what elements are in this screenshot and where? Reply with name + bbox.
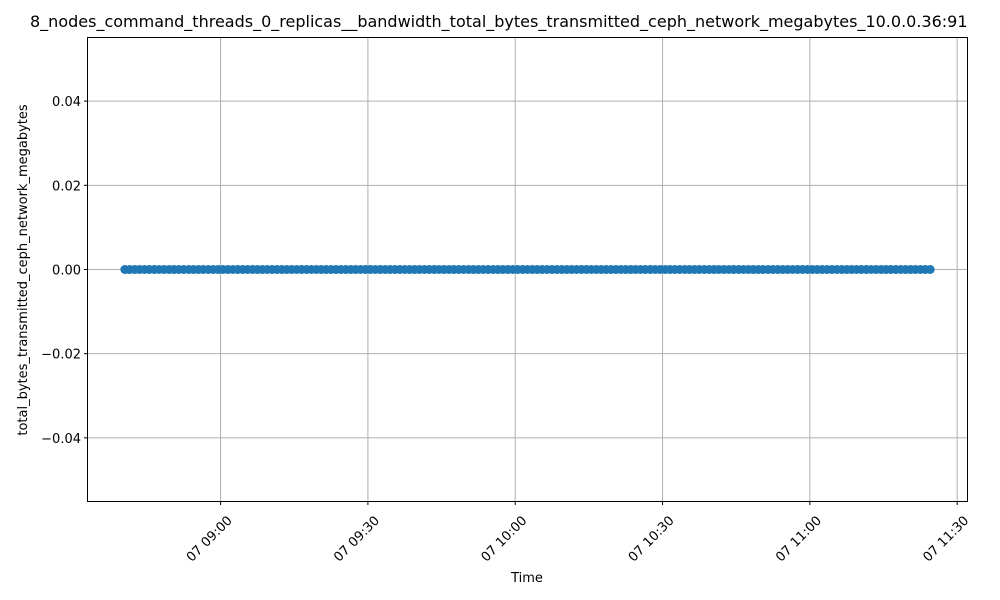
y-axis-label: total_bytes_transmitted_ceph_network_meg… [16,104,31,436]
y-tick-label: 0.00 [52,264,81,279]
chart-title: 8_nodes_command_threads_0_replicas__band… [30,12,968,32]
x-axis-ticks: 07 09:00 07 09:30 07 10:00 07 10:30 07 11:00… [184,501,972,565]
data-points [120,265,935,274]
y-tick-label: −0.02 [41,348,81,363]
x-tick-label: 07 10:00 [479,513,531,565]
y-tick-label: 0.04 [52,95,81,110]
x-axis-label: Time [510,571,543,586]
y-tick-label: −0.04 [41,432,81,447]
x-tick-label: 07 10:30 [626,513,678,565]
x-tick-label: 07 11:30 [921,513,973,565]
y-axis-ticks: 0.04 0.02 0.00 −0.02 −0.04 [41,95,88,447]
x-tick-label: 07 09:30 [331,513,383,565]
x-tick-label: 07 11:00 [773,513,825,565]
data-point [925,265,935,274]
x-tick-label: 07 09:00 [184,513,236,565]
y-tick-label: 0.02 [52,179,81,194]
